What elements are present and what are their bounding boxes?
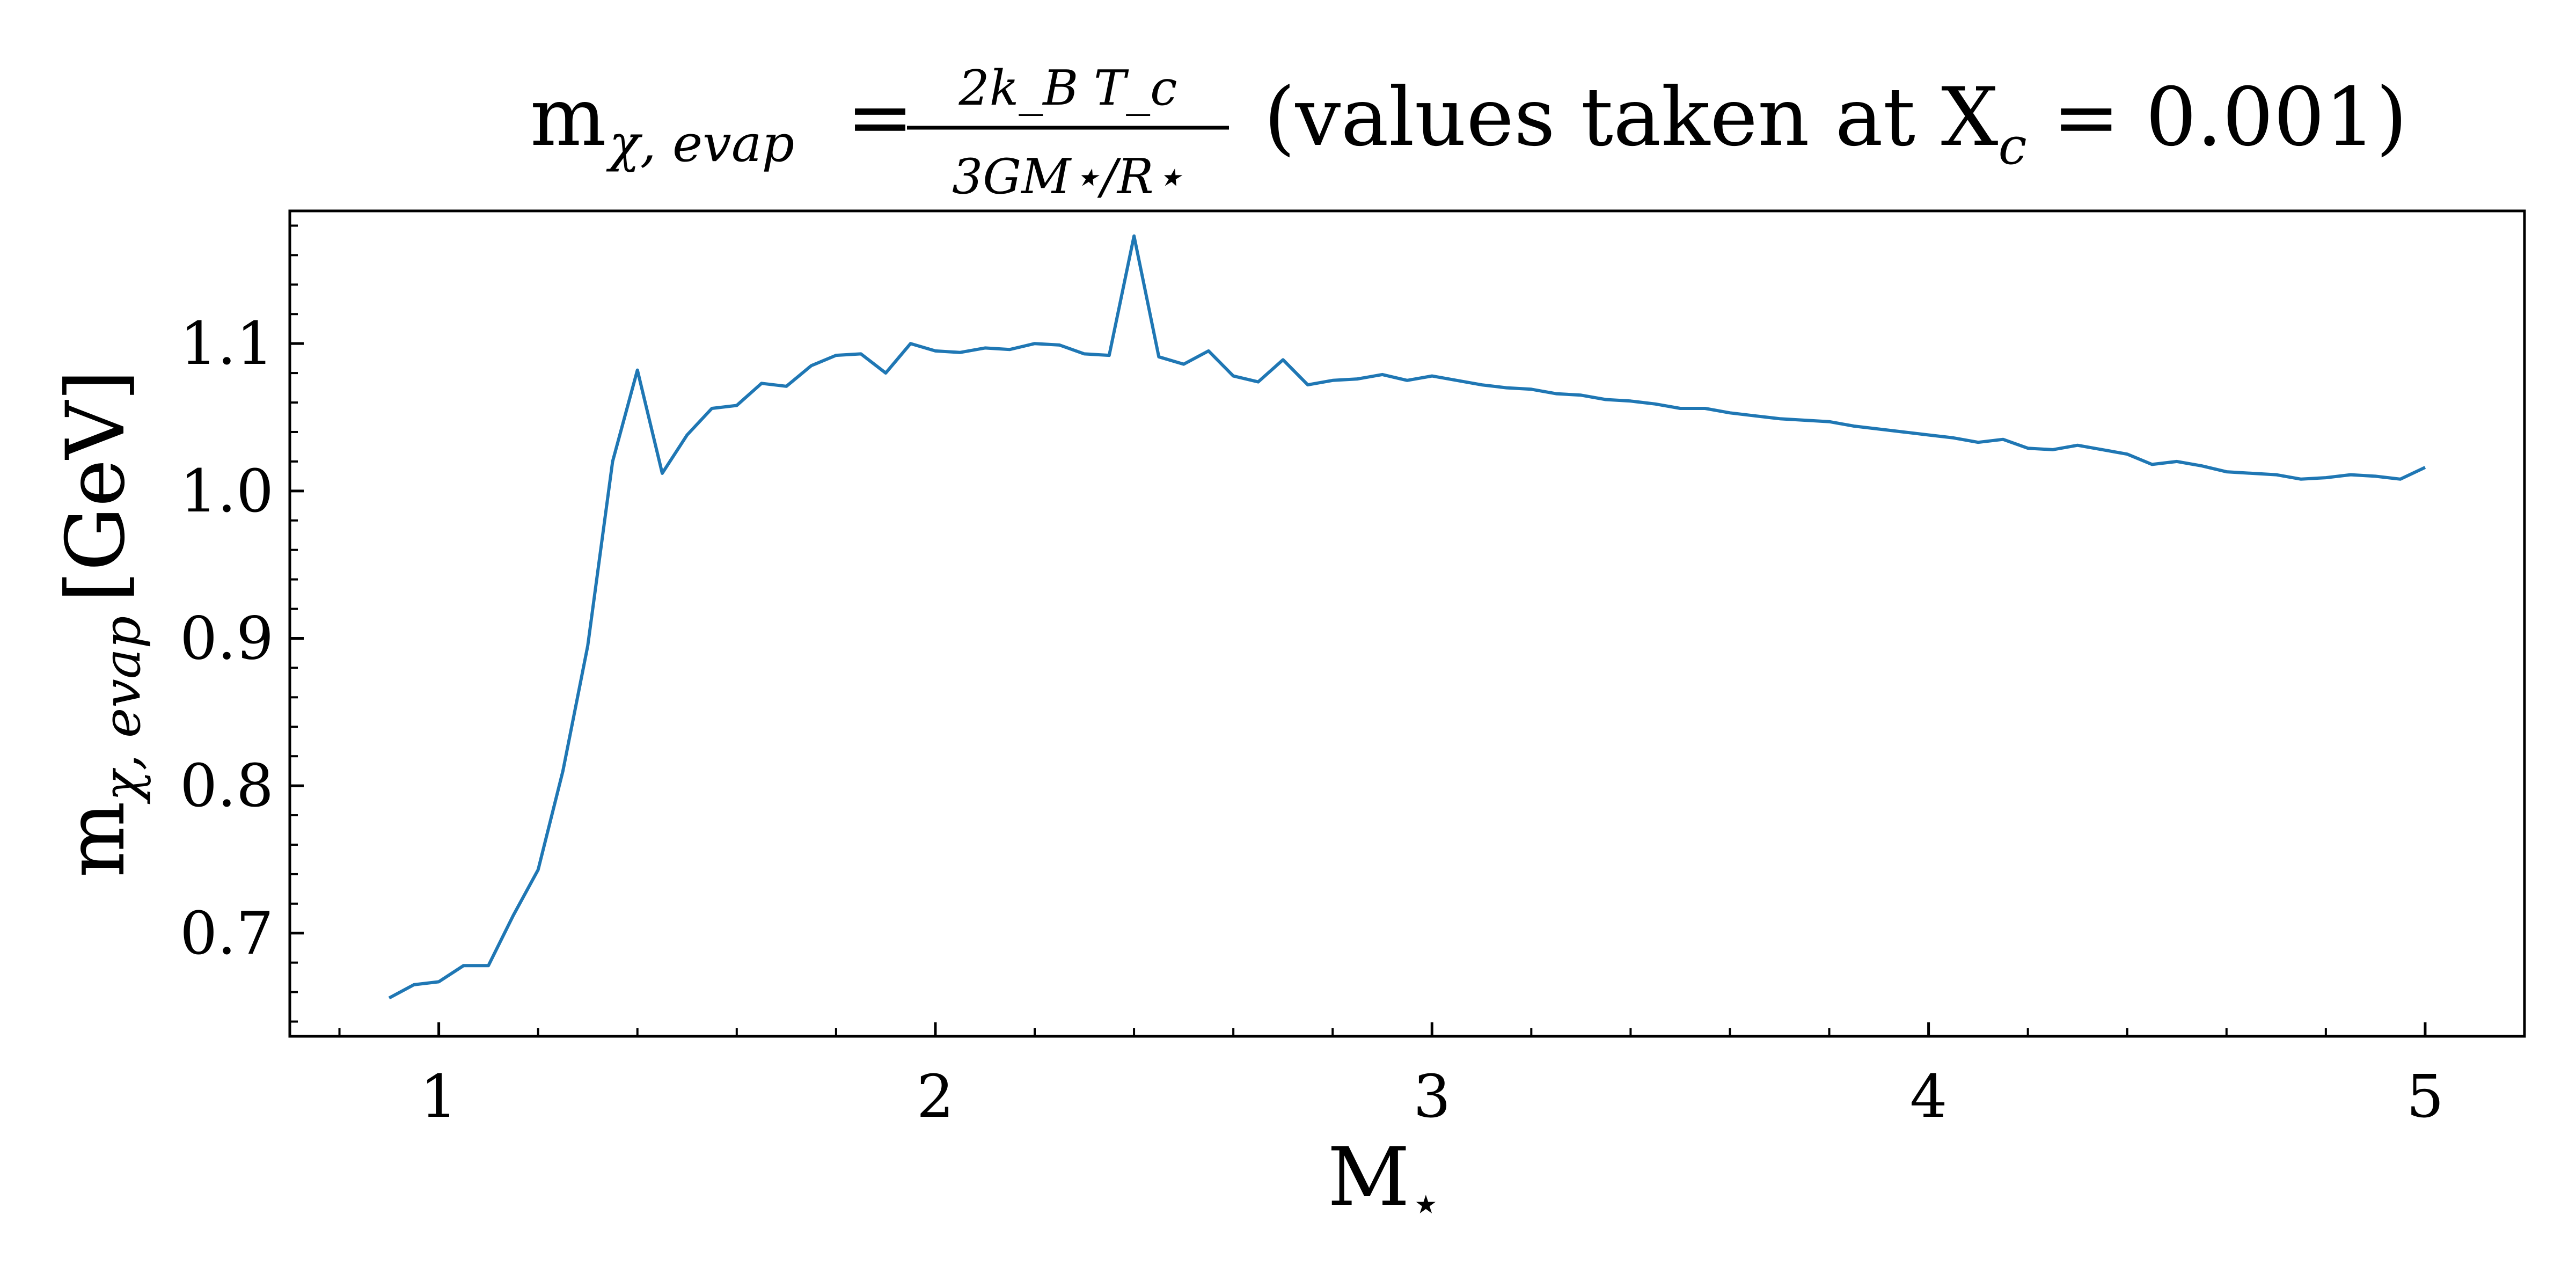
y-tick-label: 0.8 [180,751,274,820]
y-axis-label-main: m [49,801,143,877]
x-axis: 1 2 3 4 5 [338,1022,2526,1131]
title-equals: = [846,71,914,164]
x-tick-label: 3 [1413,1062,1451,1131]
x-axis-label-main: M [1327,1131,1410,1224]
title-lhs-main: m [530,71,606,164]
x-tick-label: 5 [2406,1062,2444,1131]
chart-title: m χ, evap = 2k_B T_c 3GM⋆/R⋆ (values tak… [530,60,2407,205]
title-suffix-sub: c [1999,117,2027,176]
title-fraction-denominator: 3GM⋆/R⋆ [952,149,1184,205]
series-line [388,234,2426,1000]
y-tick-label: 1.0 [180,457,274,525]
y-tick-label: 0.9 [180,604,274,672]
plot-frame [288,209,2526,1038]
title-lhs-sub: χ, evap [606,114,794,173]
x-tick-label: 2 [917,1062,954,1131]
svg-text:(values taken at Xc = 0.001): (values taken at Xc = 0.001) [1264,71,2407,176]
title-suffix-end: = 0.001) [2027,71,2407,164]
x-axis-label-sub: ⋆ [1410,1174,1441,1233]
y-tick-label: 1.1 [180,309,274,378]
x-axis-label: M⋆ [1327,1131,1441,1233]
y-tick-label: 0.7 [180,899,274,968]
y-axis-label-sub: χ, evap [93,616,152,804]
x-tick-label: 1 [420,1062,458,1131]
y-axis-label: mχ, evap [GeV] [49,370,152,878]
svg-text:m: m [530,71,606,164]
y-axis: 0.7 0.8 0.9 1.0 1.1 [180,224,304,1023]
x-tick-label: 4 [1910,1062,1948,1131]
title-suffix: (values taken at X [1264,71,1999,164]
title-fraction-numerator: 2k_B T_c [958,60,1177,116]
y-axis-label-unit: [GeV] [49,370,143,603]
